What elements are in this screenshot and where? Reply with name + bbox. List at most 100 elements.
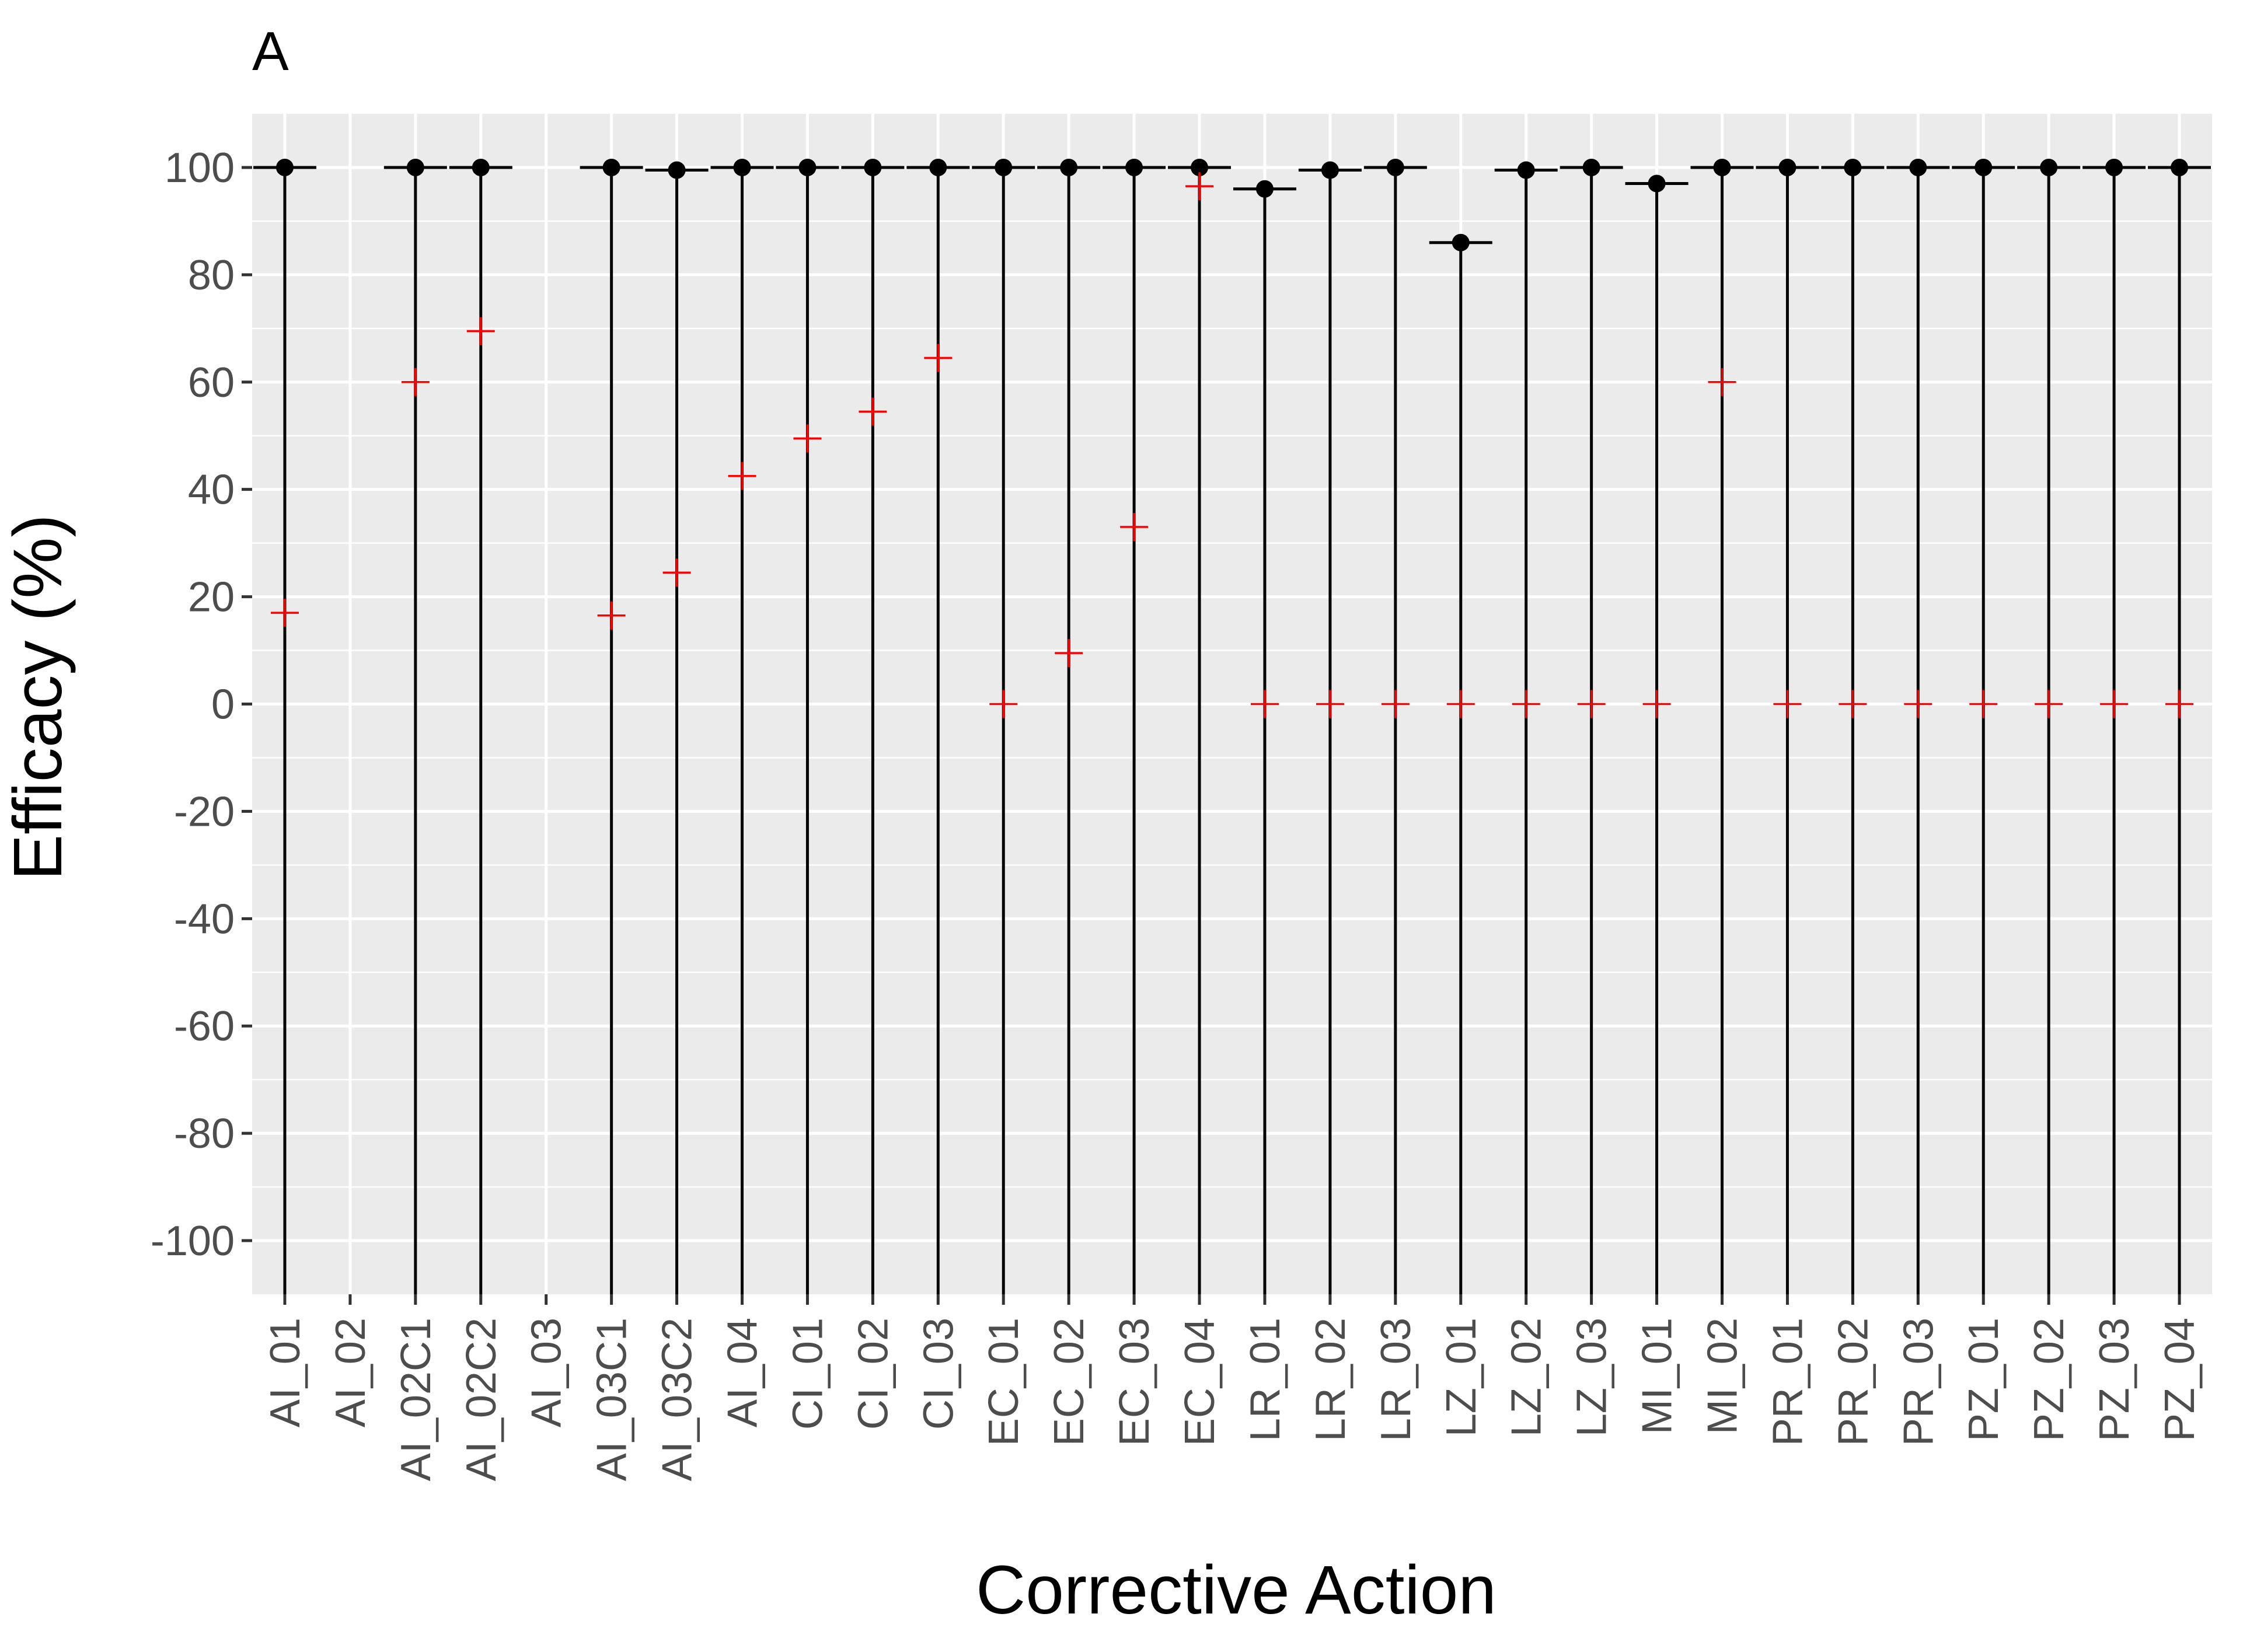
data-point	[1648, 174, 1666, 193]
cross-marker	[1839, 690, 1867, 718]
cross-marker	[270, 599, 299, 627]
x-axis-title: Corrective Action	[976, 1552, 1497, 1629]
x-tick-label: CI_01	[784, 1318, 831, 1430]
cross-marker	[728, 462, 756, 490]
data-point	[2040, 158, 2058, 176]
x-tick-label: AI_02	[327, 1318, 374, 1427]
cross-marker	[401, 368, 430, 396]
x-tick-label: PR_02	[1830, 1318, 1876, 1446]
x-tick-label: CI_03	[915, 1318, 962, 1430]
data-point	[2171, 158, 2189, 176]
x-tick-label: EC_02	[1046, 1318, 1093, 1446]
data-point	[275, 158, 294, 176]
x-tick-label: LR_01	[1242, 1318, 1289, 1441]
cross-marker	[1446, 690, 1475, 718]
data-point	[1125, 158, 1143, 176]
cross-marker	[1512, 690, 1540, 718]
x-tick-label: AI_02C2	[458, 1318, 505, 1481]
data-point	[406, 158, 424, 176]
y-axis: -100 -80 -60 -40 -20 0 20 40 60 80 100	[151, 145, 252, 1265]
x-tick-label: AI_01	[262, 1318, 309, 1427]
y-axis-title: Efficacy (%)	[0, 514, 76, 880]
y-tick-label: 20	[188, 574, 235, 621]
y-tick-label: -40	[174, 896, 235, 942]
x-tick-label: PR_01	[1764, 1318, 1811, 1446]
cross-marker	[1381, 690, 1410, 718]
x-tick-label: EC_04	[1177, 1318, 1223, 1446]
data-point	[864, 158, 882, 176]
plot-panel	[252, 114, 2212, 1294]
data-point	[2105, 158, 2123, 176]
data-point	[668, 161, 686, 179]
data-point	[1778, 158, 1797, 176]
x-tick-label: EC_01	[981, 1318, 1027, 1446]
cross-marker	[1250, 690, 1279, 718]
x-tick-label: PZ_02	[2026, 1318, 2073, 1441]
data-point	[1321, 161, 1339, 179]
cross-marker	[466, 317, 495, 345]
cross-marker	[2035, 690, 2063, 718]
cross-marker	[1577, 690, 1606, 718]
data-point	[1060, 158, 1078, 176]
data-point	[1191, 158, 1209, 176]
y-tick-label: 60	[188, 359, 235, 406]
cross-marker	[1316, 690, 1344, 718]
x-tick-label: AI_02C1	[393, 1318, 439, 1481]
data-point	[1582, 158, 1600, 176]
x-tick-label: EC_03	[1111, 1318, 1158, 1446]
cross-marker	[1773, 690, 1802, 718]
x-tick-label: MI_01	[1634, 1318, 1681, 1434]
data-point	[1452, 233, 1470, 252]
y-tick-label: 0	[211, 682, 235, 728]
x-tick-label: CI_02	[850, 1318, 896, 1430]
x-tick-label: AI_03	[524, 1318, 570, 1427]
cross-marker	[859, 397, 887, 426]
x-tick-label: LZ_03	[1569, 1318, 1616, 1437]
x-tick-label: LZ_02	[1504, 1318, 1550, 1437]
cross-marker	[793, 424, 822, 453]
x-tick-label: AI_03C2	[654, 1318, 701, 1481]
x-tick-label: LZ_01	[1438, 1318, 1485, 1437]
cross-marker	[2100, 690, 2129, 718]
data-point	[733, 158, 751, 176]
cross-marker	[1969, 690, 1998, 718]
cross-marker	[1904, 690, 1932, 718]
data-point	[929, 158, 947, 176]
cross-marker	[989, 690, 1018, 718]
y-tick-label: -20	[174, 788, 235, 835]
data-point	[1844, 158, 1862, 176]
y-tick-label: -60	[174, 1003, 235, 1050]
data-point	[1909, 158, 1927, 176]
y-tick-label: -100	[151, 1218, 235, 1265]
y-tick-label: 40	[188, 467, 235, 514]
cross-marker	[1708, 368, 1736, 396]
x-tick-label: LR_03	[1373, 1318, 1419, 1441]
y-tick-label: 100	[165, 145, 235, 191]
cross-marker	[1120, 513, 1149, 542]
x-tick-label: PZ_03	[2091, 1318, 2138, 1441]
x-tick-label: LR_02	[1307, 1318, 1354, 1441]
data-point	[798, 158, 817, 176]
data-point	[1975, 158, 1993, 176]
cross-marker	[2165, 690, 2194, 718]
data-point	[1386, 158, 1404, 176]
cross-marker	[1055, 639, 1083, 668]
cross-marker	[1185, 172, 1214, 201]
y-tick-label: -80	[174, 1110, 235, 1157]
y-tick-label: 80	[188, 252, 235, 299]
data-point	[602, 158, 620, 176]
data-point	[1255, 180, 1274, 198]
x-tick-label: PZ_04	[2157, 1318, 2203, 1441]
data-point	[472, 158, 490, 176]
data-point	[1517, 161, 1535, 179]
x-tick-label: PR_03	[1895, 1318, 1942, 1446]
x-axis: AI_01 AI_02 AI_02C1 AI_02C2 AI_03 AI_03C1 AI_0…	[262, 1294, 2203, 1481]
x-tick-label: AI_04	[720, 1318, 766, 1427]
cross-marker	[597, 601, 626, 630]
x-tick-label: AI_03C1	[589, 1318, 636, 1481]
x-tick-label: PZ_01	[1961, 1318, 2007, 1441]
data-point	[1713, 158, 1731, 176]
cross-marker	[1642, 690, 1671, 718]
x-tick-label: MI_02	[1700, 1318, 1746, 1434]
